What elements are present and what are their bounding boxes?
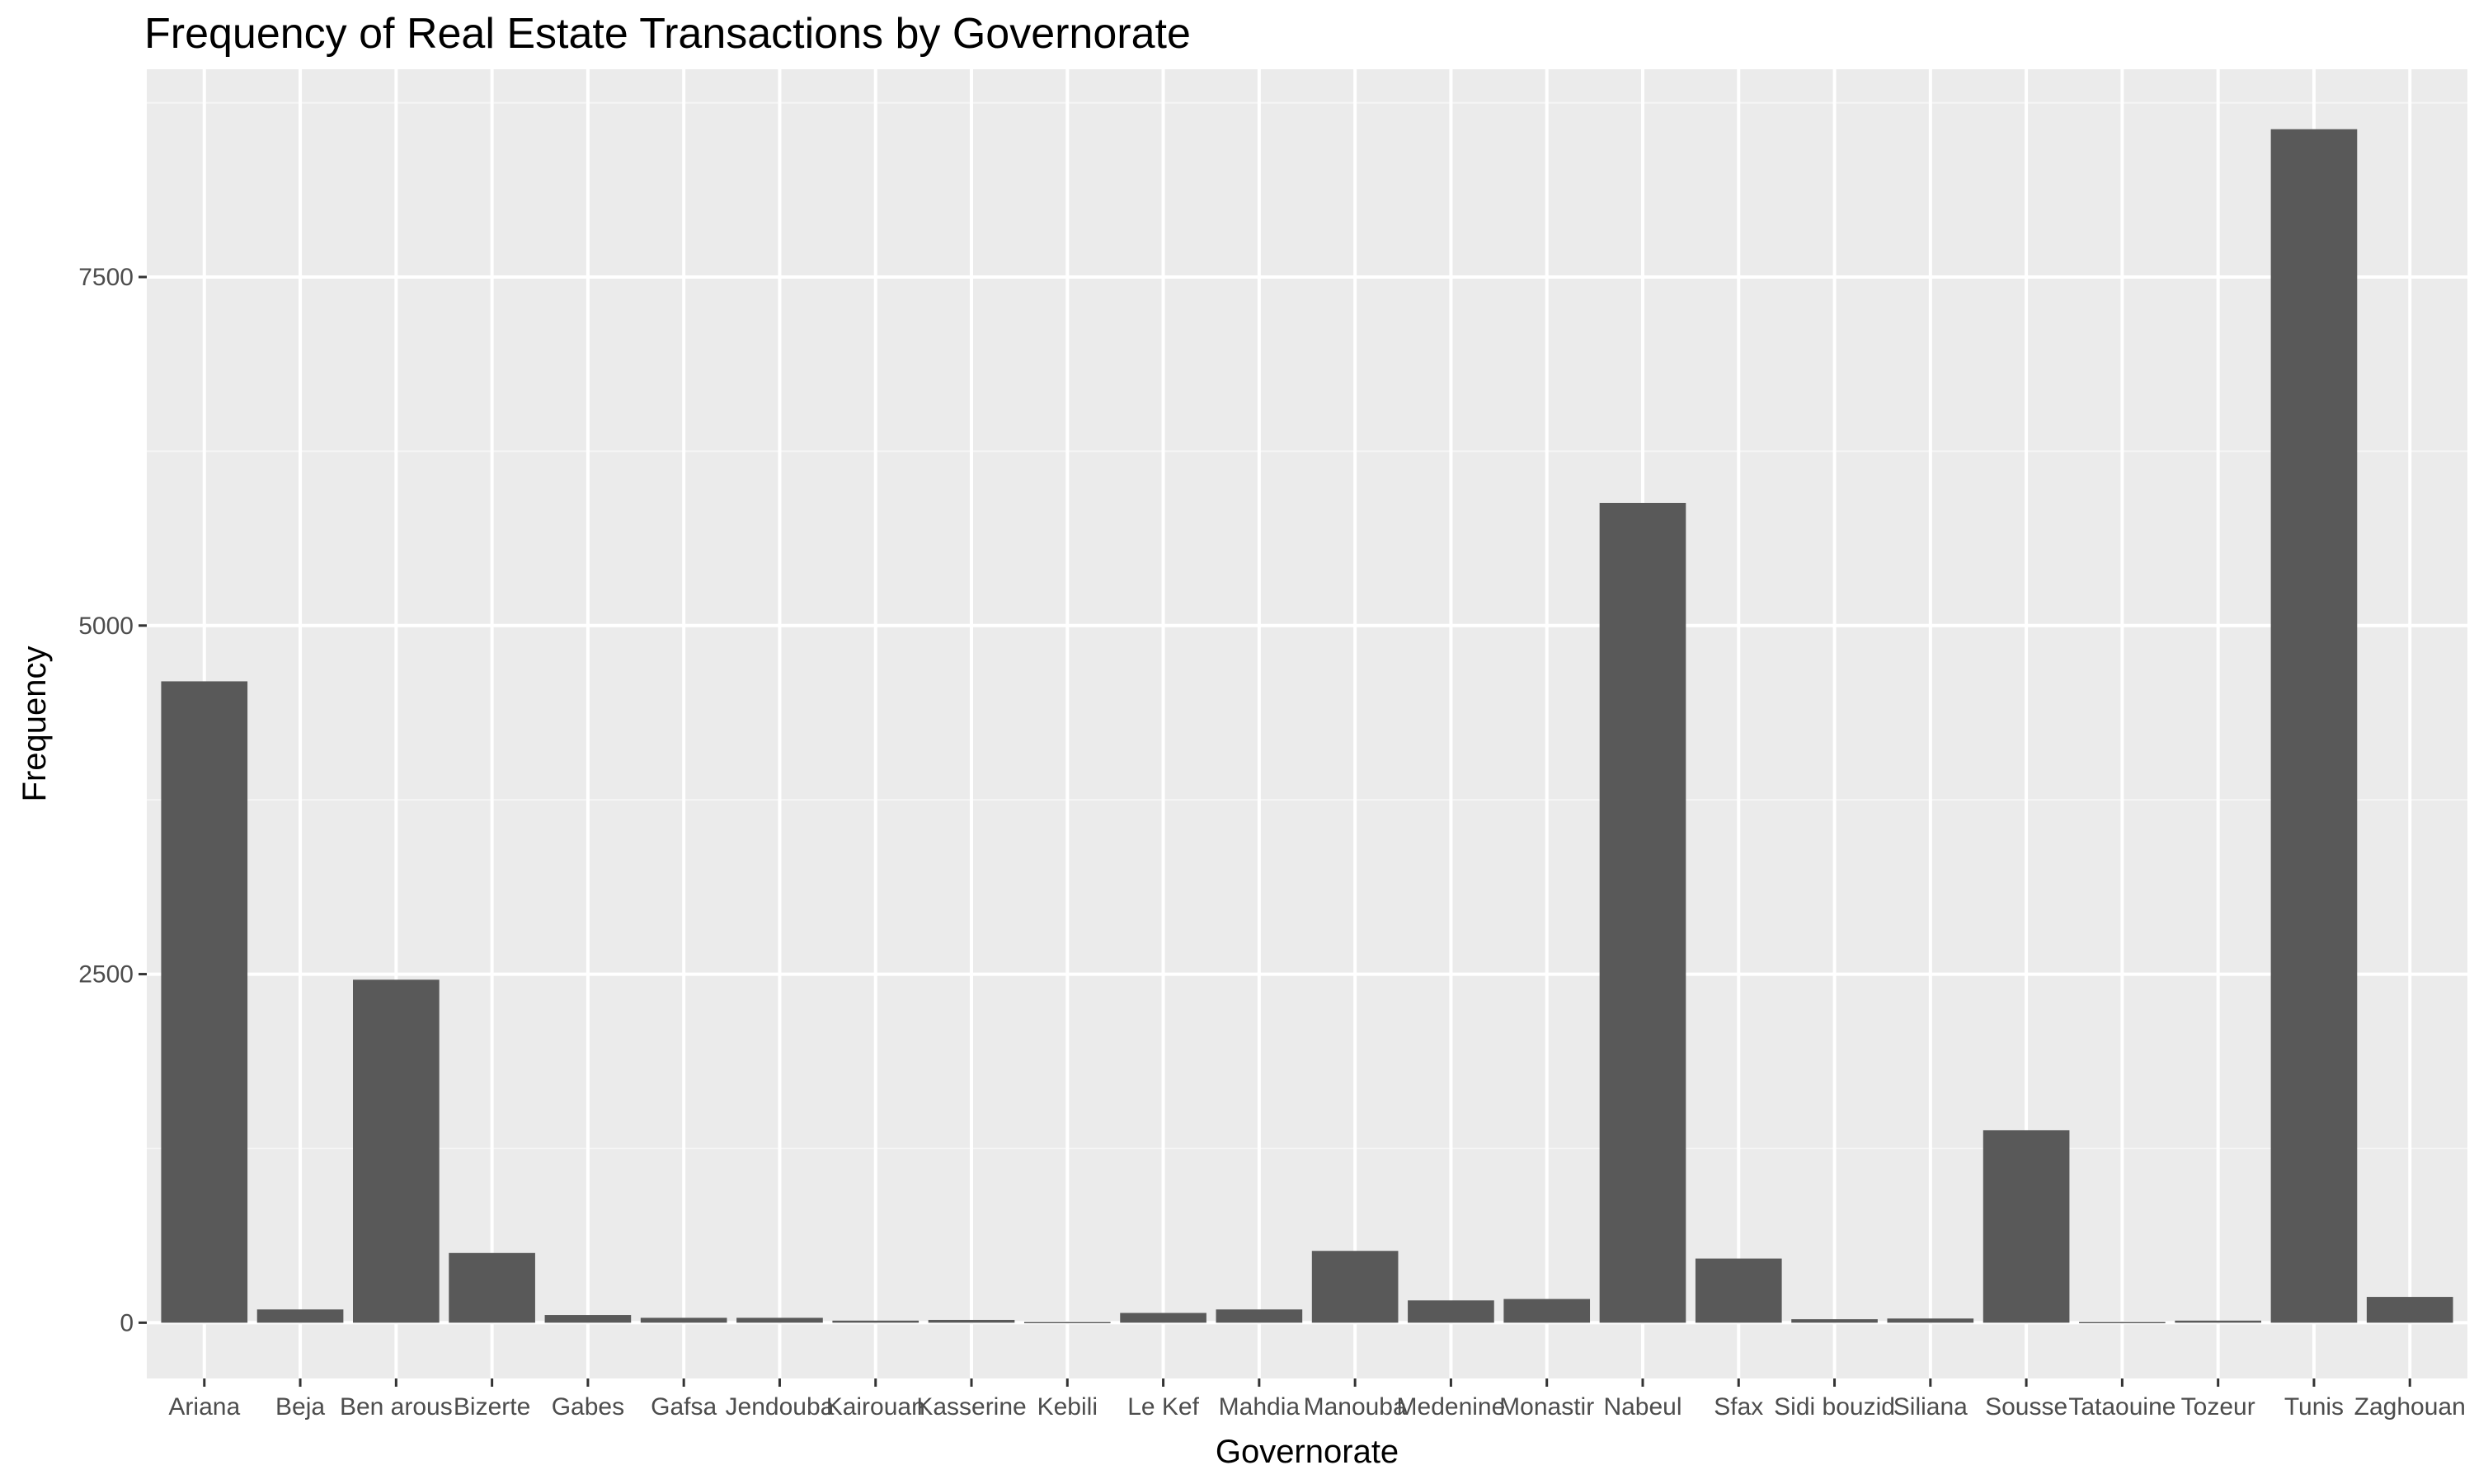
bar-nabeul	[1599, 502, 1686, 1323]
bar-gabes	[544, 1315, 632, 1323]
bar-beja	[256, 1309, 344, 1323]
bar-tataouine	[2079, 1322, 2166, 1324]
x-tick-label: Gafsa	[651, 1393, 717, 1421]
bars	[161, 129, 2453, 1324]
x-tick-label: Sidi bouzid	[1774, 1393, 1895, 1421]
x-tick-label: Medenine	[1397, 1393, 1506, 1421]
x-tick-label: Tozeur	[2181, 1393, 2255, 1421]
x-tick-label: Beja	[275, 1393, 325, 1421]
bar-medenine	[1408, 1300, 1494, 1323]
bar-kebili	[1023, 1322, 1111, 1324]
bar-sousse	[1982, 1129, 2070, 1323]
bar-gafsa	[640, 1317, 727, 1323]
x-tick-label: Monastir	[1499, 1393, 1594, 1421]
y-axis-title: Frequency	[16, 646, 53, 802]
x-tick-label: Manouba	[1304, 1393, 1407, 1421]
x-tick-label: Ben arous	[340, 1393, 453, 1421]
x-tick-label: Mahdia	[1219, 1393, 1300, 1421]
bar-bizerte	[449, 1252, 535, 1323]
bar-le-kef	[1120, 1313, 1206, 1323]
x-tick-label: Nabeul	[1603, 1393, 1681, 1421]
y-tick-label: 7500	[78, 264, 134, 291]
x-tick-label: Sousse	[1985, 1393, 2067, 1421]
bar-mahdia	[1216, 1309, 1303, 1323]
x-axis-title: Governorate	[1216, 1434, 1399, 1470]
x-tick-label: Kasserine	[916, 1393, 1026, 1421]
bar-sfax	[1695, 1258, 1782, 1323]
y-tick-label: 0	[120, 1309, 134, 1336]
bar-kasserine	[928, 1319, 1015, 1323]
bar-tozeur	[2175, 1320, 2261, 1323]
x-tick-label: Zaghouan	[2354, 1393, 2466, 1421]
bar-siliana	[1887, 1318, 1974, 1323]
x-tick-label: Jendouba	[726, 1393, 835, 1421]
y-tick-label: 2500	[78, 961, 134, 989]
x-tick-label: Kebili	[1037, 1393, 1098, 1421]
x-tick-label: Sfax	[1714, 1393, 1763, 1421]
bar-zaghouan	[2366, 1297, 2453, 1323]
x-tick-label: Le Kef	[1127, 1393, 1199, 1421]
x-tick-label: Bizerte	[454, 1393, 530, 1421]
bar-kairouan	[832, 1320, 920, 1323]
axes: 0 2500 5000 7500 Ariana Beja Ben arous Bizerte G…	[78, 264, 2466, 1421]
bar-jendouba	[736, 1317, 823, 1323]
plot-panel	[147, 69, 2467, 1378]
bar-monastir	[1503, 1298, 1591, 1323]
bar-tunis	[2270, 129, 2358, 1323]
grid-lines	[147, 69, 2467, 1378]
x-tick-label: Kairouan	[826, 1393, 925, 1421]
bar-manouba	[1311, 1251, 1399, 1323]
x-tick-label: Gabes	[552, 1393, 624, 1421]
x-tick-label: Tataouine	[2068, 1393, 2175, 1421]
bar-sidi-bouzid	[1791, 1319, 1878, 1323]
x-tick-label: Siliana	[1893, 1393, 1968, 1421]
y-tick-label: 5000	[78, 613, 134, 640]
bar-ben-arous	[353, 979, 440, 1323]
bar-ariana	[161, 681, 248, 1323]
x-tick-label: Tunis	[2284, 1393, 2344, 1421]
x-tick-label: Ariana	[168, 1393, 240, 1421]
chart-title: Frequency of Real Estate Transactions by…	[144, 10, 1191, 58]
